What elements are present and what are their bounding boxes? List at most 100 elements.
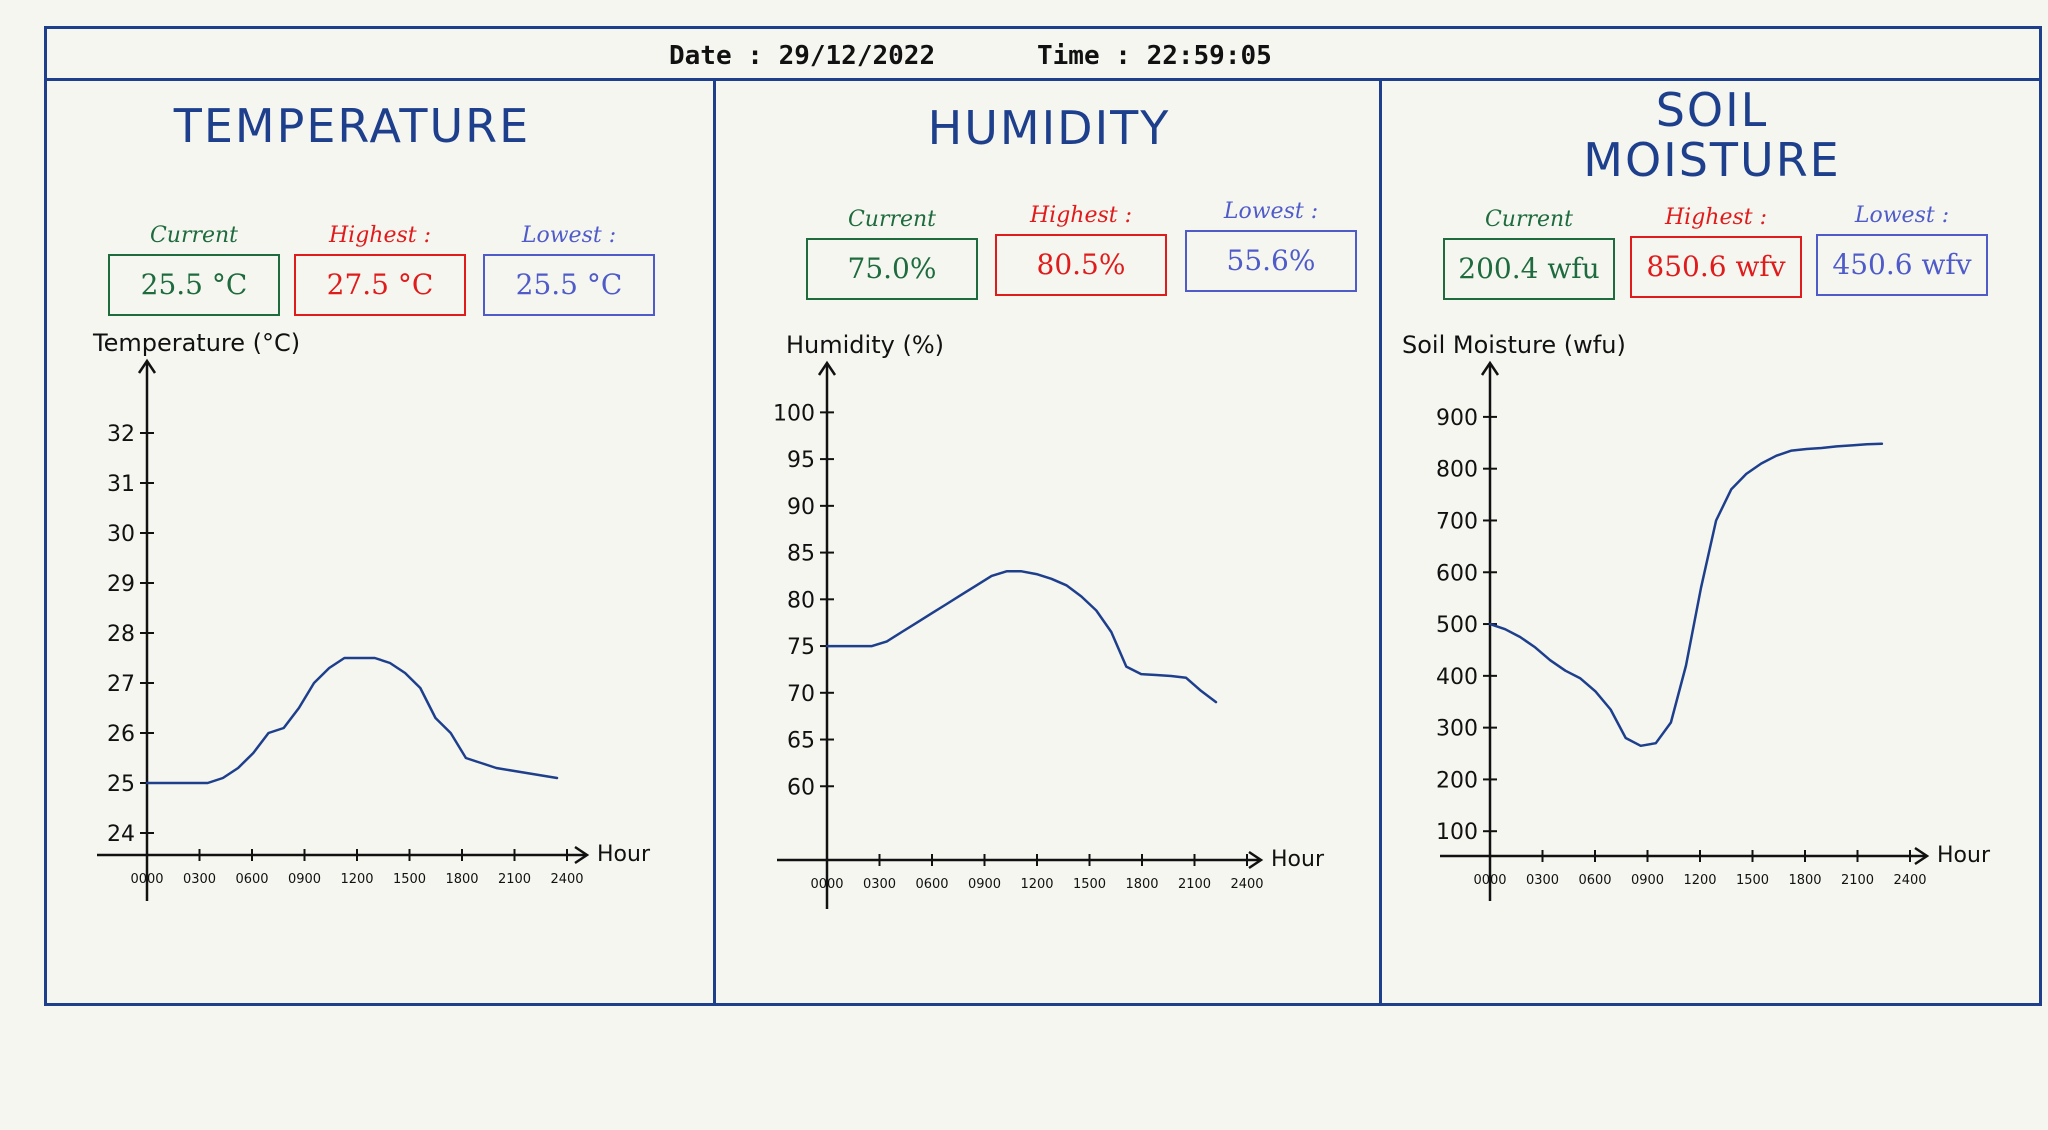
- current-stat: Current 75.0%: [806, 207, 978, 300]
- y-tick-label: 29: [107, 572, 135, 597]
- current-stat: Current 25.5 °C: [108, 223, 280, 316]
- y-tick-label: 900: [1436, 406, 1478, 431]
- y-tick-label: 95: [787, 448, 815, 473]
- x-tick-label: 0600: [1578, 873, 1611, 888]
- x-tick-label: 1200: [1020, 877, 1053, 892]
- current-value: 200.4 wfu: [1443, 238, 1615, 300]
- highest-value: 80.5%: [995, 234, 1167, 296]
- y-tick-label: 30: [107, 522, 135, 547]
- x-tick-label: 1500: [1073, 877, 1106, 892]
- x-tick-label: 2100: [498, 872, 531, 887]
- y-tick-label: 24: [107, 822, 135, 847]
- panel-title: TEMPERATURE: [173, 99, 531, 153]
- y-tick-label: 800: [1436, 458, 1478, 483]
- y-axis-arrow: [817, 360, 837, 376]
- y-tick-label: 27: [107, 672, 135, 697]
- x-tick-label: 0900: [1631, 873, 1664, 888]
- x-tick-label: 1200: [1683, 873, 1716, 888]
- y-tick-label: 600: [1436, 561, 1478, 586]
- lowest-stat: Lowest : 450.6 wfv: [1816, 203, 1988, 296]
- y-axis-label: Soil Moisture (wfu): [1402, 331, 1626, 359]
- lowest-label: Lowest :: [521, 223, 617, 248]
- x-tick-label: 2400: [1230, 877, 1263, 892]
- lowest-value: 55.6%: [1185, 230, 1357, 292]
- data-line: [145, 656, 559, 785]
- y-tick-label: 70: [787, 682, 815, 707]
- x-axis-label: Hour: [1271, 847, 1325, 872]
- y-tick-label: 31: [107, 472, 135, 497]
- current-value: 75.0%: [806, 238, 978, 300]
- data-line: [825, 570, 1218, 704]
- y-axis-label: Temperature (°C): [92, 329, 300, 357]
- time-display: Time : 22:59:05: [1037, 41, 1272, 71]
- highest-stat: Highest : 850.6 wfv: [1630, 205, 1802, 298]
- x-tick-label: 0900: [968, 877, 1001, 892]
- lowest-label: Lowest :: [1854, 203, 1950, 228]
- humidity-chart: Humidity (%) Hour 60 65 70 75 80 85 90 95 100 0000 0…: [773, 331, 1325, 909]
- y-axis-arrow: [137, 358, 157, 374]
- highest-label: Highest :: [1029, 203, 1133, 228]
- y-tick-label: 200: [1436, 768, 1478, 793]
- x-tick-label: 0000: [1473, 873, 1506, 888]
- y-tick-label: 25: [107, 772, 135, 797]
- highest-value: 27.5 °C: [294, 254, 466, 316]
- x-tick-label: 0000: [130, 872, 163, 887]
- y-axis-label: Humidity (%): [786, 331, 944, 359]
- highest-value: 850.6 wfv: [1630, 236, 1802, 298]
- temperature-panel: TEMPERATURE Current 25.5 °C Highest : 27…: [47, 81, 713, 1006]
- x-tick-label: 2400: [550, 872, 583, 887]
- soil-moisture-chart: Soil Moisture (wfu) Hour 100 200 300 400 500 60…: [1402, 331, 1991, 901]
- x-tick-label: 1200: [340, 872, 373, 887]
- y-tick-label: 400: [1436, 665, 1478, 690]
- x-axis-arrow: [574, 845, 590, 865]
- y-tick-label: 75: [787, 635, 815, 660]
- x-tick-label: 0900: [288, 872, 321, 887]
- x-axis-arrow: [1248, 850, 1264, 870]
- x-tick-label: 1500: [393, 872, 426, 887]
- y-tick-label: 85: [787, 542, 815, 567]
- current-label: Current: [1484, 207, 1574, 232]
- lowest-label: Lowest :: [1223, 199, 1319, 224]
- lowest-stat: Lowest : 25.5 °C: [483, 223, 655, 316]
- panel-title-line1: SOIL: [1655, 83, 1769, 137]
- y-tick-label: 65: [787, 729, 815, 754]
- x-tick-label: 0600: [235, 872, 268, 887]
- y-tick-label: 80: [787, 588, 815, 613]
- lowest-value: 25.5 °C: [483, 254, 655, 316]
- x-tick-label: 0300: [863, 877, 896, 892]
- soil-moisture-panel: SOIL MOISTURE Current 200.4 wfu Highest …: [1379, 81, 2042, 1006]
- current-stat: Current 200.4 wfu: [1443, 207, 1615, 300]
- y-tick-label: 26: [107, 722, 135, 747]
- panel-title: HUMIDITY: [927, 101, 1171, 155]
- x-tick-label: 2400: [1893, 873, 1926, 888]
- lowest-value: 450.6 wfv: [1816, 234, 1988, 296]
- y-tick-label: 100: [773, 401, 815, 426]
- y-tick-label: 300: [1436, 717, 1478, 742]
- y-tick-label: 500: [1436, 613, 1478, 638]
- y-tick-label: 100: [1436, 820, 1478, 845]
- x-tick-label: 0000: [810, 877, 843, 892]
- highest-stat: Highest : 80.5%: [995, 203, 1167, 296]
- x-tick-label: 0300: [183, 872, 216, 887]
- x-tick-label: 1800: [1788, 873, 1821, 888]
- panel-title-line2: MOISTURE: [1583, 133, 1841, 187]
- y-tick-label: 28: [107, 622, 135, 647]
- x-tick-label: 0600: [915, 877, 948, 892]
- current-label: Current: [149, 223, 239, 248]
- data-line: [1488, 442, 1884, 748]
- y-tick-label: 60: [787, 775, 815, 800]
- x-axis-label: Hour: [597, 842, 651, 867]
- y-tick-label: 90: [787, 495, 815, 520]
- x-tick-label: 1800: [1125, 877, 1158, 892]
- highest-label: Highest :: [1664, 205, 1768, 230]
- highest-stat: Highest : 27.5 °C: [294, 223, 466, 316]
- temperature-chart: Temperature (°C) Hour 24 25 26 27 28 29 30 31 32 00…: [92, 329, 651, 901]
- current-value: 25.5 °C: [108, 254, 280, 316]
- y-tick-label: 700: [1436, 509, 1478, 534]
- x-tick-label: 1500: [1736, 873, 1769, 888]
- x-tick-label: 2100: [1841, 873, 1874, 888]
- dashboard-frame: Date : 29/12/2022 Time : 22:59:05 TEMPER…: [44, 26, 2042, 1006]
- x-tick-label: 0300: [1526, 873, 1559, 888]
- x-tick-label: 2100: [1178, 877, 1211, 892]
- lowest-stat: Lowest : 55.6%: [1185, 199, 1357, 292]
